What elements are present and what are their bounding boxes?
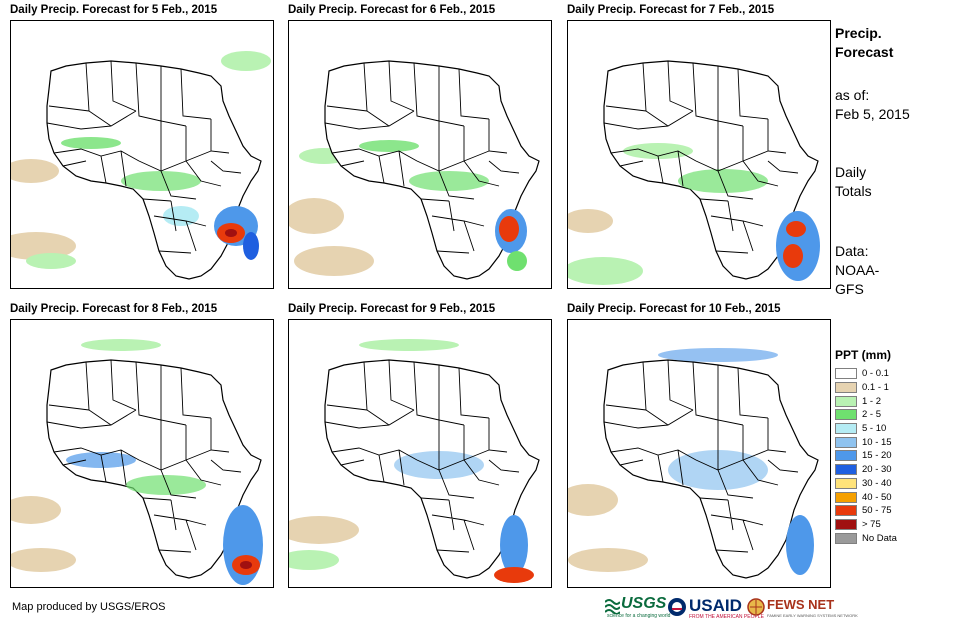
panel-title: Daily Precip. Forecast for 5 Feb., 2015 xyxy=(10,4,218,16)
map-credit: Map produced by USGS/EROS xyxy=(12,601,166,613)
legend-swatch xyxy=(835,477,857,489)
legend-label: > 75 xyxy=(862,518,881,530)
fews-net-logo: FEWS NET FAMINE EARLY WARNING SYSTEMS NE… xyxy=(747,594,858,622)
legend-swatch xyxy=(835,423,857,435)
legend-label: 1 - 2 xyxy=(862,395,882,407)
data-source: Data: NOAA- GFS xyxy=(835,243,880,297)
legend-item: 2 - 5 xyxy=(835,408,897,422)
precip-map xyxy=(567,20,831,289)
as-of-date: as of: Feb 5, 2015 xyxy=(835,87,910,122)
daily-totals-label: Daily Totals xyxy=(835,164,872,199)
legend-label: No Data xyxy=(862,532,897,544)
precip-map xyxy=(10,20,274,289)
panel-title: Daily Precip. Forecast for 8 Feb., 2015 xyxy=(10,303,218,315)
legend-label: 20 - 30 xyxy=(862,464,892,476)
legend-swatch xyxy=(835,450,857,462)
fews-globe-icon xyxy=(747,598,765,616)
legend-item: 1 - 2 xyxy=(835,394,897,408)
precip-map xyxy=(288,20,552,289)
legend-item: No Data xyxy=(835,531,897,545)
legend-swatch xyxy=(835,464,857,476)
legend-swatch xyxy=(835,532,857,544)
legend-swatch xyxy=(835,491,857,503)
legend-label: 50 - 75 xyxy=(862,505,892,517)
usgs-wave-icon xyxy=(605,599,620,614)
panel-title: Daily Precip. Forecast for 6 Feb., 2015 xyxy=(288,4,496,16)
legend-label: 30 - 40 xyxy=(862,477,892,489)
precip-map xyxy=(567,319,831,588)
legend-label: 10 - 15 xyxy=(862,436,892,448)
legend-item: 30 - 40 xyxy=(835,477,897,491)
legend-swatch xyxy=(835,382,857,394)
panel-title: Daily Precip. Forecast for 7 Feb., 2015 xyxy=(567,4,775,16)
legend-item: 50 - 75 xyxy=(835,504,897,518)
legend-label: 5 - 10 xyxy=(862,423,887,435)
legend-item: 5 - 10 xyxy=(835,422,897,436)
forecast-title: Precip. Forecast xyxy=(835,25,894,60)
legend-label: 0 - 0.1 xyxy=(862,368,889,380)
legend-label: 0.1 - 1 xyxy=(862,382,889,394)
legend-label: 2 - 5 xyxy=(862,409,882,421)
legend-swatch xyxy=(835,505,857,517)
precip-map xyxy=(288,319,552,588)
legend-item: > 75 xyxy=(835,518,897,532)
precip-map xyxy=(10,319,274,588)
partner-logos: USGS science for a changing world USAID … xyxy=(605,594,858,622)
legend-swatch xyxy=(835,436,857,448)
legend-item: 20 - 30 xyxy=(835,463,897,477)
usaid-seal-icon xyxy=(668,598,686,616)
legend-label: 15 - 20 xyxy=(862,450,892,462)
legend-item: 0.1 - 1 xyxy=(835,381,897,395)
legend-label: 40 - 50 xyxy=(862,491,892,503)
panel-title: Daily Precip. Forecast for 9 Feb., 2015 xyxy=(288,303,496,315)
legend-title: PPT (mm) xyxy=(835,348,892,362)
usaid-logo: USAID FROM THE AMERICAN PEOPLE xyxy=(667,594,764,622)
panel-title: Daily Precip. Forecast for 10 Feb., 2015 xyxy=(567,303,781,315)
legend-item: 40 - 50 xyxy=(835,490,897,504)
legend-item: 15 - 20 xyxy=(835,449,897,463)
legend-swatch xyxy=(835,409,857,421)
legend-swatch xyxy=(835,368,857,380)
legend-item: 10 - 15 xyxy=(835,435,897,449)
legend-swatch xyxy=(835,518,857,530)
usgs-logo: USGS science for a changing world xyxy=(605,595,671,619)
legend-item: 0 - 0.1 xyxy=(835,367,897,381)
legend-swatch xyxy=(835,395,857,407)
